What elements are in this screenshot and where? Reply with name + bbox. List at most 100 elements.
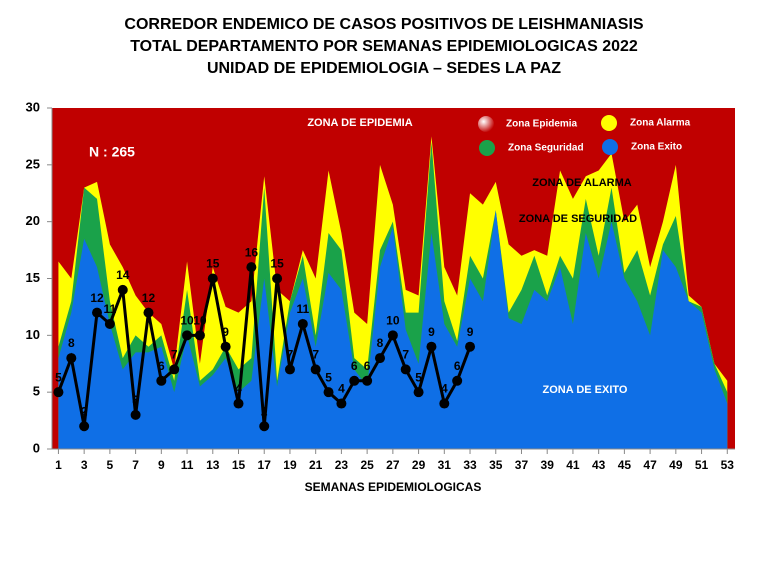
case-point xyxy=(439,398,450,409)
case-point xyxy=(220,341,231,352)
x-tick-label: 41 xyxy=(566,458,580,472)
annotation: N : 265 xyxy=(89,144,135,160)
case-point xyxy=(465,341,476,352)
data-label: 7 xyxy=(287,348,294,362)
data-label: 7 xyxy=(402,348,409,362)
case-point xyxy=(272,273,283,284)
data-label: 6 xyxy=(158,359,165,373)
x-tick-label: 47 xyxy=(643,458,657,472)
x-tick-label: 35 xyxy=(489,458,503,472)
data-label: 12 xyxy=(90,291,104,305)
legend-marker xyxy=(601,115,617,131)
x-tick-label: 37 xyxy=(515,458,529,472)
case-point xyxy=(400,364,411,375)
data-label: 3 xyxy=(132,393,139,407)
data-label: 9 xyxy=(467,325,474,339)
data-label: 2 xyxy=(81,404,88,418)
data-label: 15 xyxy=(206,257,220,271)
case-point xyxy=(259,421,270,432)
data-label: 9 xyxy=(222,325,229,339)
case-point xyxy=(117,284,128,295)
legend-label: Zona Alarma xyxy=(630,118,691,129)
annotation: ZONA DE SEGURIDAD xyxy=(519,213,637,225)
x-tick-label: 1 xyxy=(55,458,62,472)
data-label: 11 xyxy=(296,302,309,316)
data-label: 6 xyxy=(454,359,461,373)
case-point xyxy=(156,375,167,386)
y-tick-label: 15 xyxy=(26,270,40,285)
data-label: 4 xyxy=(235,382,242,396)
zone-area xyxy=(58,210,728,449)
legend-label: Zona Seguridad xyxy=(508,143,584,154)
x-tick-label: 31 xyxy=(438,458,452,472)
case-point xyxy=(336,398,347,409)
data-label: 6 xyxy=(351,359,358,373)
data-label: 14 xyxy=(116,268,130,282)
case-point xyxy=(207,273,218,284)
x-tick-label: 15 xyxy=(232,458,246,472)
x-tick-label: 3 xyxy=(81,458,88,472)
data-label: 8 xyxy=(68,336,75,350)
case-point xyxy=(452,375,463,386)
case-point xyxy=(79,421,90,432)
data-label: 5 xyxy=(415,370,422,384)
data-label: 10 xyxy=(386,314,400,328)
case-point xyxy=(297,318,308,329)
case-point xyxy=(66,353,77,364)
data-label: 16 xyxy=(245,245,259,259)
y-tick-label: 0 xyxy=(33,440,40,455)
y-tick-label: 30 xyxy=(26,99,40,114)
data-label: 12 xyxy=(142,291,156,305)
data-label: 2 xyxy=(261,404,268,418)
data-label: 10 xyxy=(180,314,194,328)
case-point xyxy=(130,409,141,420)
legend-marker xyxy=(479,140,495,156)
chart-title: CORREDOR ENDEMICO DE CASOS POSITIVOS DE … xyxy=(124,16,644,33)
case-point xyxy=(349,375,360,386)
case-point xyxy=(143,307,154,318)
data-label: 9 xyxy=(428,325,435,339)
case-point xyxy=(169,364,180,375)
legend-label: Zona Epidemia xyxy=(506,119,578,130)
case-point xyxy=(323,387,334,398)
case-point xyxy=(426,341,437,352)
case-point xyxy=(310,364,321,375)
annotation: ZONA DE EPIDEMIA xyxy=(307,117,412,129)
data-label: 15 xyxy=(270,257,284,271)
data-label: 11 xyxy=(104,302,117,316)
y-tick-label: 5 xyxy=(33,384,40,399)
x-tick-label: 9 xyxy=(158,458,165,472)
x-tick-label: 27 xyxy=(386,458,400,472)
x-tick-label: 5 xyxy=(107,458,114,472)
case-point xyxy=(182,330,193,341)
case-point xyxy=(104,318,115,329)
data-label: 4 xyxy=(441,382,448,396)
x-tick-label: 39 xyxy=(541,458,555,472)
case-point xyxy=(362,375,373,386)
legend-marker xyxy=(478,116,494,132)
case-point xyxy=(387,330,398,341)
case-point xyxy=(194,330,205,341)
x-tick-label: 33 xyxy=(463,458,477,472)
y-tick-label: 20 xyxy=(26,213,40,228)
x-tick-label: 25 xyxy=(360,458,374,472)
case-point xyxy=(92,307,103,318)
data-label: 7 xyxy=(171,348,178,362)
x-tick-label: 17 xyxy=(258,458,272,472)
legend-marker xyxy=(602,139,618,155)
data-label: 8 xyxy=(377,336,384,350)
data-label: 5 xyxy=(55,370,62,384)
x-tick-label: 11 xyxy=(181,458,194,472)
y-tick-label: 25 xyxy=(26,156,40,171)
x-tick-label: 7 xyxy=(132,458,139,472)
x-tick-label: 45 xyxy=(618,458,632,472)
legend-label: Zona Exito xyxy=(631,142,682,153)
data-label: 7 xyxy=(312,348,319,362)
chart-title: UNIDAD DE EPIDEMIOLOGIA – SEDES LA PAZ xyxy=(207,60,561,77)
chart-title: TOTAL DEPARTAMENTO POR SEMANAS EPIDEMIOL… xyxy=(130,38,638,55)
data-label: 4 xyxy=(338,382,345,396)
x-tick-label: 29 xyxy=(412,458,426,472)
x-axis-label: SEMANAS EPIDEMIOLOGICAS xyxy=(305,480,482,494)
x-tick-label: 21 xyxy=(309,458,323,472)
